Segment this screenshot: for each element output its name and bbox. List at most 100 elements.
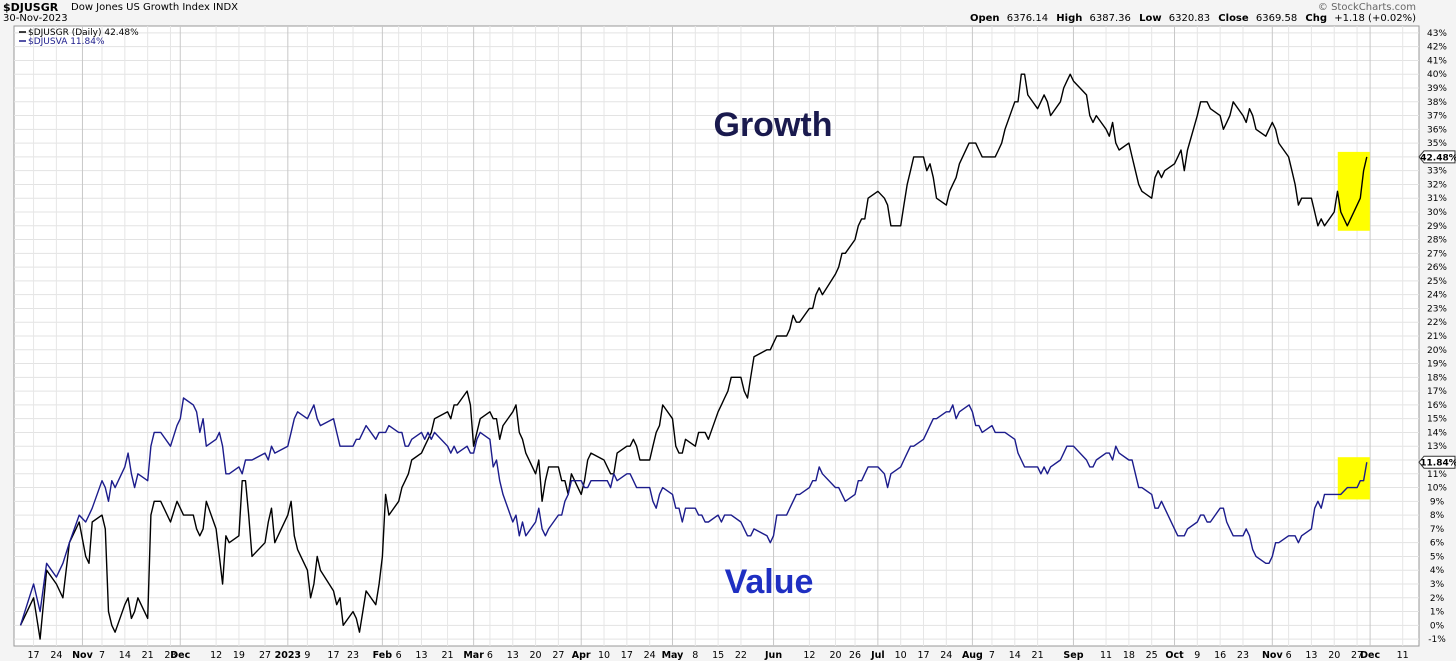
x-tick-label: Nov	[1262, 650, 1283, 661]
x-tick-label: 8	[692, 650, 698, 661]
chart-legend: $DJUSGR (Daily) 42.48% $DJUSVA 11.84%	[19, 28, 139, 47]
x-tick-label: 6	[396, 650, 402, 661]
x-tick-label: 23	[1237, 650, 1249, 661]
x-tick-label: 25	[1146, 650, 1158, 661]
chg-label: Chg	[1305, 13, 1328, 24]
x-tick-label: 9	[1194, 650, 1200, 661]
x-tick-label: 28	[164, 650, 176, 661]
y-tick-label: 10%	[1427, 484, 1447, 494]
x-tick-label: Jun	[764, 650, 782, 661]
x-tick-label: 11	[1100, 650, 1112, 661]
grid	[14, 26, 1419, 646]
x-tick-label: 18	[1123, 650, 1135, 661]
symbol-title[interactable]: $DJUSGR	[3, 1, 59, 14]
x-tick-label: Dec	[1360, 650, 1380, 661]
x-tick-label: 2023	[275, 650, 301, 661]
value-line[interactable]	[19, 397, 1368, 626]
x-tick-label: 17	[917, 650, 929, 661]
stockcharts-credit[interactable]: © StockCharts.com	[1317, 2, 1416, 13]
x-tick-label: 6	[1286, 650, 1292, 661]
x-tick-label: 23	[347, 650, 359, 661]
x-tick-label: Aug	[962, 650, 983, 661]
y-tick-label: 25%	[1427, 277, 1447, 287]
y-tick-label: 37%	[1427, 112, 1447, 122]
x-tick-label: 24	[644, 650, 656, 661]
low-value: 6320.83	[1168, 13, 1211, 24]
x-tick-label: 15	[712, 650, 724, 661]
y-tick-label: -1%	[1428, 635, 1446, 645]
y-tick-label: 11%	[1427, 470, 1447, 480]
y-tick-label: 8%	[1430, 511, 1445, 521]
y-tick-label: 33%	[1427, 167, 1447, 177]
y-tick-label: 18%	[1427, 373, 1447, 383]
x-tick-label: 27	[259, 650, 271, 661]
open-value: 6376.14	[1006, 13, 1049, 24]
y-tick-label: 38%	[1427, 98, 1447, 108]
y-tick-label: 13%	[1427, 442, 1447, 452]
close-value: 6369.58	[1255, 13, 1298, 24]
y-tick-label: 4%	[1430, 566, 1445, 576]
legend-value-label: $DJUSVA 11.84%	[28, 37, 105, 47]
index-name: Dow Jones US Growth Index INDX	[71, 2, 239, 13]
x-tick-label: 27	[1351, 650, 1363, 661]
y-tick-label: 22%	[1427, 318, 1447, 328]
x-tick-label: 20	[530, 650, 542, 661]
x-tick-label: Jul	[870, 650, 885, 661]
x-tick-label: 20	[829, 650, 841, 661]
x-tick-label: Dec	[170, 650, 190, 661]
x-tick-label: Mar	[463, 650, 484, 661]
x-tick-label: 12	[803, 650, 815, 661]
x-tick-label: May	[662, 650, 685, 661]
y-tick-label: 39%	[1427, 84, 1447, 94]
y-tick-label: 15%	[1427, 415, 1447, 425]
growth-annotation: Growth	[714, 106, 833, 144]
x-tick-label: 21	[142, 650, 154, 661]
x-tick-label: 10	[895, 650, 907, 661]
y-tick-label: 32%	[1427, 180, 1447, 190]
low-label: Low	[1139, 13, 1162, 24]
x-tick-label: 11	[1397, 650, 1409, 661]
x-tick-label: 12	[210, 650, 222, 661]
x-tick-label: 17	[28, 650, 40, 661]
y-tick-label: 28%	[1427, 236, 1447, 246]
y-tick-label: 21%	[1427, 332, 1447, 342]
y-tick-label: 7%	[1430, 525, 1445, 535]
growth-last-value-badge: 42.48%	[1418, 150, 1456, 164]
x-tick-label: Apr	[572, 650, 591, 661]
y-tick-label: 31%	[1427, 194, 1447, 204]
close-label: Close	[1218, 13, 1249, 24]
high-value: 6387.36	[1089, 13, 1131, 24]
x-tick-label: Sep	[1063, 650, 1083, 661]
y-tick-label: 40%	[1427, 70, 1447, 80]
growth-line[interactable]	[19, 73, 1368, 640]
y-tick-label: 17%	[1427, 387, 1447, 397]
y-tick-label: 20%	[1427, 346, 1447, 356]
x-tick-label: 14	[119, 650, 131, 661]
y-tick-label: 36%	[1427, 125, 1447, 135]
y-tick-label: 1%	[1430, 608, 1445, 618]
x-tick-label: 19	[233, 650, 245, 661]
y-tick-label: 16%	[1427, 401, 1447, 411]
last-value-badges: 42.48% 11.84%	[1418, 150, 1456, 469]
badge-shape	[1418, 150, 1456, 164]
y-tick-label: 6%	[1430, 539, 1445, 549]
y-tick-label: 24%	[1427, 291, 1447, 301]
x-tick-label: 16	[1214, 650, 1226, 661]
y-tick-label: 14%	[1427, 428, 1447, 438]
y-tick-label: 30%	[1427, 208, 1447, 218]
chart-header: $DJUSGR Dow Jones US Growth Index INDX 3…	[0, 0, 1456, 26]
x-tick-label: 10	[598, 650, 610, 661]
x-tick-label: 24	[940, 650, 952, 661]
high-label: High	[1056, 13, 1083, 24]
x-tick-label: Oct	[1165, 650, 1184, 661]
chart-date: 30-Nov-2023	[3, 13, 68, 24]
x-tick-label: 7	[989, 650, 995, 661]
y-tick-label: 0%	[1430, 621, 1445, 631]
x-tick-label: 22	[735, 650, 747, 661]
x-tick-label: 14	[1009, 650, 1021, 661]
ohlc-readout: Open 6376.14 High 6387.36 Low 6320.83 Cl…	[970, 13, 1416, 24]
x-tick-label: 27	[552, 650, 564, 661]
x-tick-label: 17	[327, 650, 339, 661]
